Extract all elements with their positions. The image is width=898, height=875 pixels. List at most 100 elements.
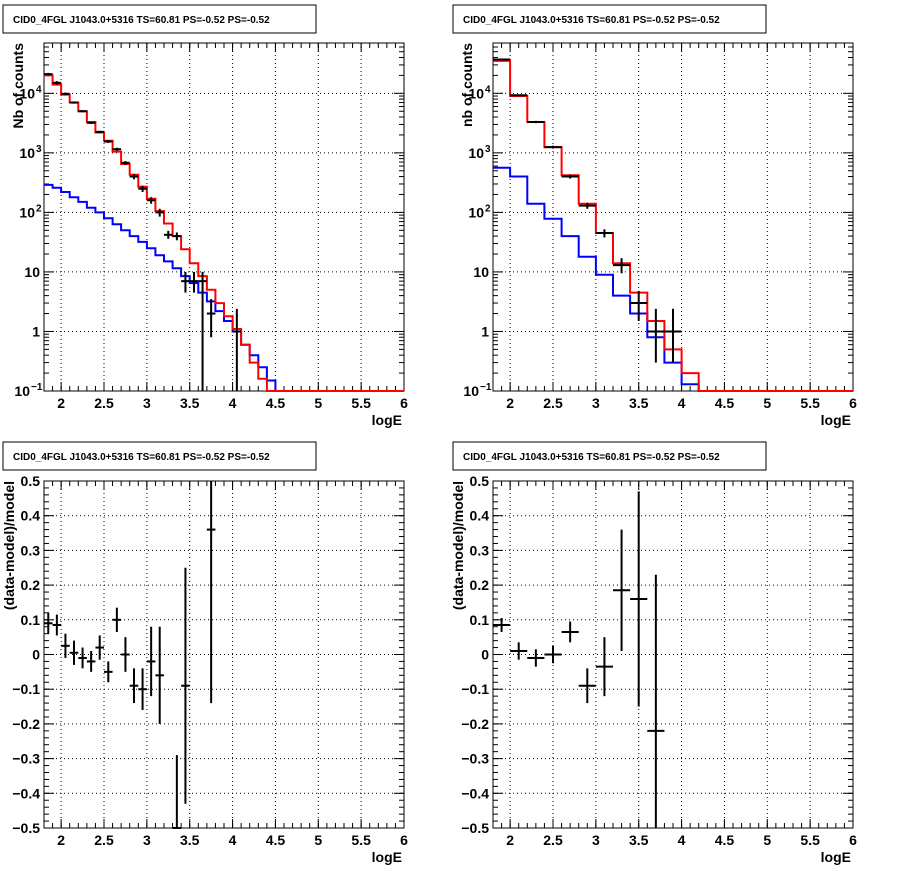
data-point xyxy=(95,130,104,134)
data-point xyxy=(138,668,147,711)
data-point xyxy=(172,232,182,241)
data-point xyxy=(146,626,156,697)
y-tick-label: 10 xyxy=(468,85,484,101)
data-point xyxy=(86,121,96,125)
y-axis-title: (data-model)/model xyxy=(450,481,466,610)
y-tick-label: −0.2 xyxy=(461,716,489,732)
x-tick-label: 5 xyxy=(763,395,771,411)
x-tick-label: 6 xyxy=(400,395,408,411)
data-point xyxy=(578,668,596,704)
y-tick-labels: −0.5 −0.4 −0.3 −0.2 −0.1 0 0.1 0.2 0.3 0.4 0.5 xyxy=(461,473,489,836)
x-tick-label: 2.5 xyxy=(94,395,114,411)
grid-lines xyxy=(44,43,404,391)
title-box xyxy=(2,441,317,471)
x-tick-label: 5.5 xyxy=(800,395,820,411)
data-point xyxy=(630,290,648,321)
y-tick-label: −0.5 xyxy=(461,820,489,836)
x-tick-label: 4.5 xyxy=(715,395,735,411)
grid-lines xyxy=(44,481,404,828)
data-point xyxy=(647,574,665,828)
y-tick-label: 0.1 xyxy=(470,612,490,628)
data-point xyxy=(510,642,528,660)
x-tick-label: 4 xyxy=(678,395,686,411)
data-point xyxy=(104,661,113,683)
x-axis-title: logE xyxy=(821,412,851,428)
x-tick-label: 2 xyxy=(57,832,65,848)
data-point xyxy=(189,271,199,293)
data-point xyxy=(510,94,528,97)
axis-ticks xyxy=(43,480,405,829)
y-axis-title: (data-model)/model xyxy=(1,481,17,610)
y-tick-label: 10 xyxy=(473,264,489,280)
y-tick-label: 0.2 xyxy=(21,577,41,593)
y-tick-label: −0.2 xyxy=(12,716,40,732)
data-point xyxy=(561,174,579,179)
x-tick-label: 5.5 xyxy=(351,395,371,411)
y-tick-label: −0.3 xyxy=(461,751,489,767)
data-point xyxy=(78,110,87,113)
x-tick-labels: 2 2.5 3 3.5 4 4.5 5 5.5 6 xyxy=(57,832,408,848)
grid-lines xyxy=(493,481,853,828)
x-tick-label: 3 xyxy=(143,395,151,411)
data-point xyxy=(112,147,122,151)
x-tick-label: 4 xyxy=(678,832,686,848)
y-tick-exponent: −1 xyxy=(480,382,492,393)
x-tick-labels: 2 2.5 3 3.5 4 4.5 5 5.5 6 xyxy=(506,395,857,411)
x-tick-label: 4.5 xyxy=(266,832,286,848)
data-point xyxy=(52,81,62,85)
data-point xyxy=(561,621,579,643)
x-tick-label: 6 xyxy=(849,832,857,848)
data-point xyxy=(61,92,70,96)
data-point xyxy=(544,145,562,149)
data-point xyxy=(172,755,182,829)
y-tick-label: 10 xyxy=(468,145,484,161)
data-point xyxy=(61,633,70,658)
data-point xyxy=(164,230,173,239)
y-tick-label: 10 xyxy=(24,264,40,280)
y-tick-exponent: 2 xyxy=(485,203,491,214)
y-tick-label: −0.1 xyxy=(12,681,40,697)
x-tick-label: 5 xyxy=(314,395,322,411)
y-tick-label: 0.2 xyxy=(470,577,490,593)
total-model-histogram xyxy=(44,74,404,392)
chart-title: CID0_4FGL J1043.0+5316 TS=60.81 PS=-0.52… xyxy=(463,452,720,463)
x-tick-label: 3 xyxy=(143,832,151,848)
data-point xyxy=(206,481,216,704)
y-tick-label: −0.4 xyxy=(12,785,40,801)
x-tick-label: 4 xyxy=(229,832,237,848)
axis-ticks xyxy=(43,43,405,392)
data-point xyxy=(104,140,113,143)
data-point xyxy=(206,299,216,338)
data-point xyxy=(493,618,511,632)
x-tick-labels: 2 2.5 3 3.5 4 4.5 5 5.5 6 xyxy=(57,395,408,411)
data-point xyxy=(181,271,190,293)
data-point xyxy=(578,202,596,209)
y-tick-label: 0.4 xyxy=(470,508,490,524)
y-tick-label: 0.1 xyxy=(21,612,41,628)
data-point xyxy=(613,258,631,274)
data-point xyxy=(613,529,631,652)
x-tick-label: 5.5 xyxy=(800,832,820,848)
data-point xyxy=(544,645,562,664)
counts-spectrum-panel-left: CID0_4FGL J1043.0+5316 TS=60.81 PS=-0.52… xyxy=(2,4,408,428)
data-point xyxy=(112,607,122,632)
x-tick-labels: 2 2.5 3 3.5 4 4.5 5 5.5 6 xyxy=(506,832,857,848)
data-point xyxy=(155,626,164,724)
y-tick-label: 10 xyxy=(14,383,30,399)
y-tick-labels: −0.5 −0.4 −0.3 −0.2 −0.1 0 0.1 0.2 0.3 0.4 0.5 xyxy=(12,473,40,836)
chart-title: CID0_4FGL J1043.0+5316 TS=60.81 PS=-0.52… xyxy=(13,452,270,463)
data-point xyxy=(595,637,613,697)
x-tick-label: 5 xyxy=(314,832,322,848)
data-marks xyxy=(44,72,404,392)
x-tick-label: 2 xyxy=(506,395,514,411)
x-tick-label: 4 xyxy=(229,395,237,411)
y-tick-exponent: 4 xyxy=(485,84,491,95)
plot-frame xyxy=(43,42,405,392)
x-tick-label: 2.5 xyxy=(94,832,114,848)
data-point xyxy=(129,174,139,180)
x-tick-label: 4.5 xyxy=(715,832,735,848)
chart-title: CID0_4FGL J1043.0+5316 TS=60.81 PS=-0.52… xyxy=(13,15,270,26)
data-point xyxy=(527,120,545,124)
y-tick-label: 10 xyxy=(463,383,479,399)
